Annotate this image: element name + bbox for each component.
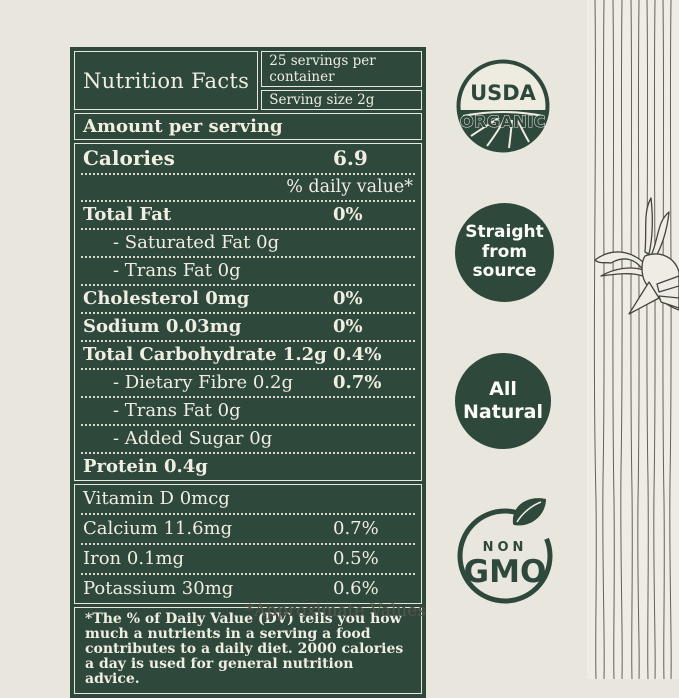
- row-label: Calcium 11.6mg: [83, 517, 233, 539]
- leaf-icon: [512, 498, 546, 526]
- amount-per-serving: Amount per serving: [74, 113, 422, 140]
- calories-value: 6.9: [333, 146, 368, 170]
- row-label: Protein 0.4g: [83, 455, 208, 477]
- row-value: 0.6%: [333, 577, 379, 599]
- row-value: 0%: [333, 287, 363, 309]
- row-value: 0.7%: [333, 371, 382, 393]
- badge-line: from: [481, 241, 528, 262]
- row-label: Iron 0.1mg: [83, 547, 185, 569]
- servings-per-container: 25 servings per container: [261, 51, 422, 87]
- usda-organic-badge: USDA ORGANIC: [456, 59, 550, 153]
- table-row: Protein 0.4g: [81, 454, 415, 480]
- row-value: 0%: [333, 203, 363, 225]
- row-value: 0.5%: [333, 547, 379, 569]
- row-label: Cholesterol 0mg: [83, 287, 250, 309]
- table-row: - Added Sugar 0g: [81, 426, 415, 454]
- table-row: Potassium 30mg 0.6%: [81, 575, 415, 603]
- serving-info: 25 servings per container Serving size 2…: [261, 51, 422, 110]
- non-gmo-badge: NON GMO: [457, 498, 553, 604]
- badge-line: All: [489, 378, 517, 401]
- table-row: - Trans Fat 0g: [81, 398, 415, 426]
- usda-text: USDA: [470, 81, 537, 105]
- table-row: Vitamin D 0mcg: [81, 485, 415, 515]
- macro-nutrient-table: Calories 6.9 % daily value* Total Fat 0%…: [74, 143, 422, 481]
- badge-line: Straight: [465, 222, 544, 243]
- table-row: Cholesterol 0mg 0%: [81, 286, 415, 314]
- label-title: Nutrition Facts: [74, 51, 259, 110]
- table-row: Calcium 11.6mg 0.7%: [81, 515, 415, 545]
- organic-text: ORGANIC: [460, 112, 546, 131]
- table-row: Iron 0.1mg 0.5%: [81, 545, 415, 575]
- row-label: Sodium 0.03mg: [83, 315, 242, 337]
- serving-size: Serving size 2g: [261, 90, 422, 110]
- badge-line: Natural: [462, 401, 544, 423]
- row-label: Vitamin D 0mcg: [83, 487, 230, 509]
- calories-label: Calories: [83, 146, 175, 170]
- row-label: - Saturated Fat 0g: [113, 231, 280, 253]
- table-row: - Dietary Fibre 0.2g 0.7%: [81, 370, 415, 398]
- nutrition-label: Nutrition Facts 25 servings per containe…: [70, 47, 426, 698]
- straight-from-source-badge: Straight from source: [455, 203, 554, 302]
- row-value: 0%: [333, 315, 363, 337]
- label-header: Nutrition Facts 25 servings per containe…: [74, 51, 422, 110]
- table-row: Total Fat 0%: [81, 202, 415, 230]
- row-value: 0.4%: [333, 343, 382, 365]
- row-label: - Added Sugar 0g: [113, 427, 273, 449]
- row-label: - Trans Fat 0g: [113, 399, 241, 421]
- non-text: NON: [483, 540, 528, 555]
- bird-illustration: [594, 197, 679, 315]
- row-label: - Trans Fat 0g: [113, 259, 241, 281]
- row-label: - Dietary Fibre 0.2g: [113, 371, 293, 393]
- approximate-values-note: *Approximate Values: [245, 601, 426, 621]
- all-natural-badge: All Natural: [455, 353, 551, 449]
- wood-grain-lines: [587, 0, 679, 680]
- calories-row: Calories 6.9: [81, 144, 415, 175]
- decorative-strip: [587, 0, 679, 680]
- table-row: Total Carbohydrate 1.2g 0.4%: [81, 342, 415, 370]
- badge-line: source: [472, 261, 537, 282]
- row-label: Potassium 30mg: [83, 577, 234, 599]
- row-label: Total Carbohydrate 1.2g: [83, 343, 327, 365]
- table-row: - Trans Fat 0g: [81, 258, 415, 286]
- table-row: - Saturated Fat 0g: [81, 230, 415, 258]
- row-value: 0.7%: [333, 517, 379, 539]
- table-row: Sodium 0.03mg 0%: [81, 314, 415, 342]
- row-label: Total Fat: [83, 203, 172, 225]
- gmo-text: GMO: [464, 554, 547, 590]
- daily-value-header: % daily value*: [81, 175, 415, 202]
- micro-nutrient-table: Vitamin D 0mcg Calcium 11.6mg 0.7% Iron …: [74, 484, 422, 604]
